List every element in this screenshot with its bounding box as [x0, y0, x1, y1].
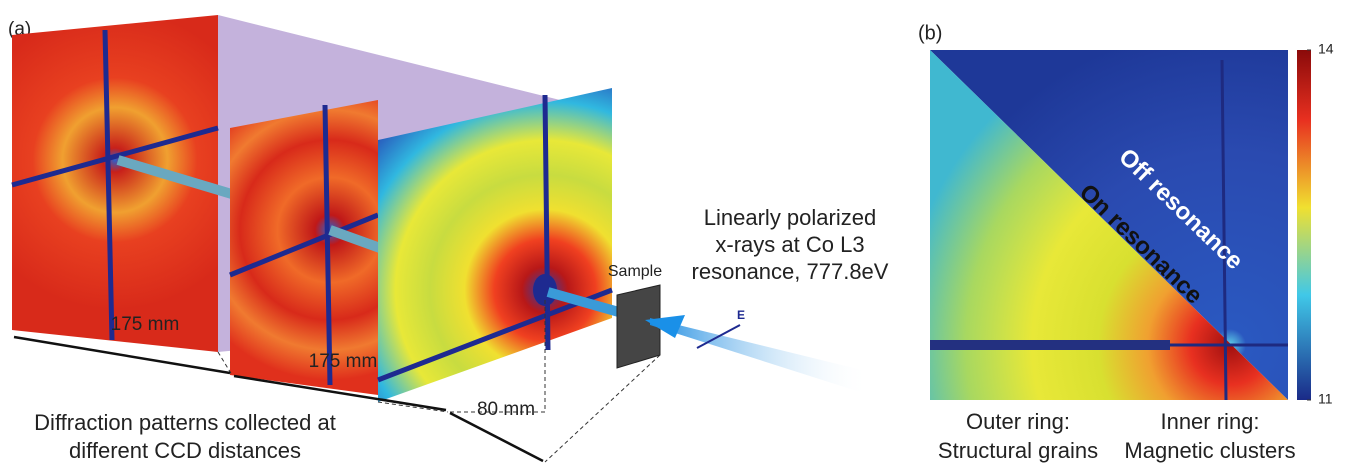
panel-a: (a) E Sample Linearly polarized x-rays a…	[8, 15, 889, 463]
field-label: E	[737, 308, 745, 322]
sample	[617, 285, 660, 368]
inner-label: Magnetic clusters	[1124, 438, 1295, 463]
detector-3	[378, 88, 612, 402]
caption: different CCD distances	[69, 438, 301, 463]
incident-beam	[650, 318, 870, 392]
outer-label: Structural grains	[938, 438, 1098, 463]
colorbar-tick-label: 11	[1318, 391, 1333, 407]
inner-label: Inner ring:	[1160, 409, 1259, 434]
distance-label: 175 mm	[309, 351, 378, 372]
beam-label: resonance, 777.8eV	[692, 259, 889, 284]
beam-stop	[930, 340, 1170, 350]
colorbar	[1297, 50, 1311, 400]
sample-label: Sample	[608, 263, 662, 280]
colorbar-tick-label: 14	[1318, 41, 1334, 57]
distance-label: 80 mm	[477, 399, 535, 420]
distance-label: 175 mm	[111, 314, 180, 335]
caption: Diffraction patterns collected at	[34, 410, 336, 435]
beam-label: Linearly polarized	[704, 205, 876, 230]
beam-label: x-rays at Co L3	[715, 232, 864, 257]
outer-label: Outer ring:	[966, 409, 1070, 434]
panel-label: (b)	[918, 22, 942, 44]
colorbar-ticks: 11 14	[1307, 41, 1334, 407]
figure: (a) E Sample Linearly polarized x-rays a…	[0, 0, 1369, 468]
